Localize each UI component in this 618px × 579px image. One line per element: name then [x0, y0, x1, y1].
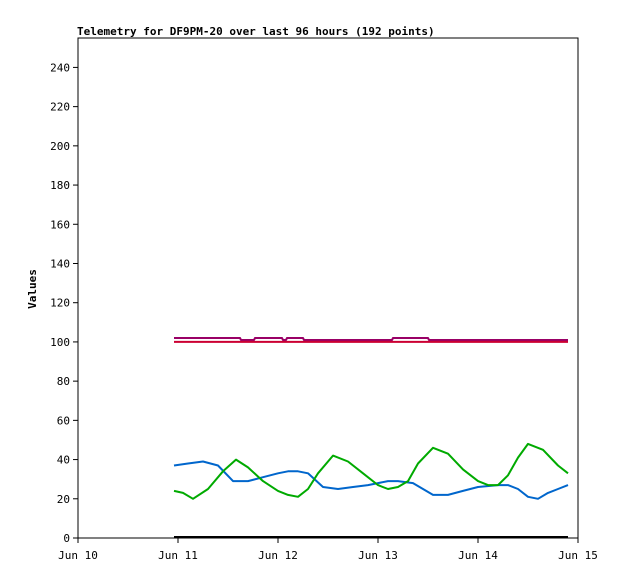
y-axis-label: Values [26, 269, 39, 309]
x-tick-label: Jun 10 [58, 549, 98, 562]
y-tick-label: 120 [50, 297, 70, 310]
y-tick-label: 80 [57, 375, 70, 388]
y-tick-label: 160 [50, 218, 70, 231]
chart-title: Telemetry for DF9PM-20 over last 96 hour… [77, 25, 435, 38]
x-axis: Jun 10 Jun 11 Jun 12 Jun 13 Jun 14 Jun 15 [58, 538, 598, 562]
x-tick-label: Jun 13 [358, 549, 398, 562]
y-tick-label: 100 [50, 336, 70, 349]
x-tick-label: Jun 12 [258, 549, 298, 562]
y-tick-label: 0 [63, 532, 70, 545]
y-tick-label: 40 [57, 454, 70, 467]
y-tick-label: 60 [57, 414, 70, 427]
y-tick-label: 180 [50, 179, 70, 192]
y-tick-label: 20 [57, 493, 70, 506]
y-tick-label: 240 [50, 61, 70, 74]
y-tick-label: 200 [50, 140, 70, 153]
x-tick-label: Jun 14 [458, 549, 498, 562]
y-tick-label: 140 [50, 257, 70, 270]
x-tick-label: Jun 15 [558, 549, 598, 562]
x-tick-label: Jun 11 [158, 549, 198, 562]
y-axis: 0 20 40 60 80 100 120 140 160 180 200 220 240 [50, 61, 78, 545]
y-tick-label: 220 [50, 101, 70, 114]
